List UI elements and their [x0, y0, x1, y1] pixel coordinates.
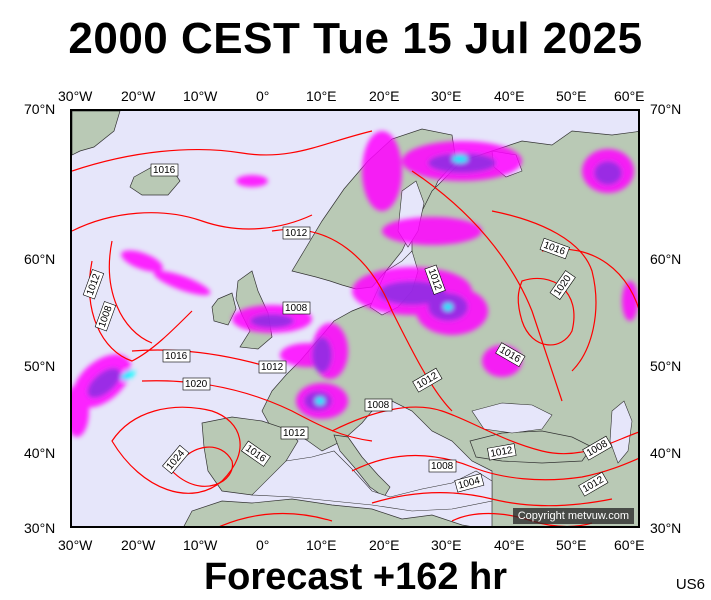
- north-africa-landmass: [183, 498, 471, 526]
- lon-label: 60°E: [614, 88, 645, 104]
- lat-label: 50°N: [650, 358, 682, 374]
- weather-map: 1016 1012 1008 1012 1016 1020 1024 1012 …: [72, 111, 638, 526]
- lon-label: 30°E: [431, 537, 462, 553]
- isobar-label: 1008: [431, 461, 454, 472]
- lon-label: 50°E: [556, 88, 587, 104]
- isobar-line: [111, 406, 241, 494]
- lon-label: 10°W: [183, 537, 218, 553]
- lat-label: 60°N: [24, 251, 56, 267]
- lat-label: 60°N: [650, 251, 682, 267]
- isobar-label: 1012: [261, 362, 284, 373]
- isobar-line: [141, 380, 373, 442]
- isobar-label: 1012: [283, 428, 306, 439]
- isobar-line: [219, 512, 333, 526]
- lat-label: 40°N: [24, 445, 56, 461]
- region-code: US6: [675, 576, 705, 593]
- mediterranean-sea: [251, 450, 493, 512]
- isobar-line: [171, 446, 234, 487]
- isobar-line: [411, 170, 563, 402]
- lon-label: 20°W: [121, 88, 156, 104]
- map-title: 2000 CEST Tue 15 Jul 2025: [68, 14, 643, 63]
- lat-label: 50°N: [24, 358, 56, 374]
- lon-label: 60°E: [614, 537, 645, 553]
- isobar-label: 1012: [490, 445, 514, 460]
- isobar-label: 1020: [185, 379, 208, 390]
- lon-label: 30°E: [431, 88, 462, 104]
- isobar-line: [371, 492, 613, 507]
- lon-label: 20°E: [369, 537, 400, 553]
- lat-label: 30°N: [24, 520, 56, 536]
- lon-label: 20°E: [369, 88, 400, 104]
- isobar-line: [491, 210, 597, 372]
- isobar-line: [88, 260, 193, 362]
- lat-label: 30°N: [650, 520, 682, 536]
- lon-label: 40°E: [494, 537, 525, 553]
- lon-label: 40°E: [494, 88, 525, 104]
- copyright-notice: Copyright metvuw.com: [512, 508, 634, 524]
- isobar-label: 1008: [367, 400, 390, 411]
- isobar-label: 1008: [285, 303, 308, 314]
- lon-label: 30°W: [58, 537, 93, 553]
- isobar-line: [72, 130, 373, 172]
- isobar-line: [108, 240, 153, 344]
- black-sea: [471, 402, 553, 434]
- lon-label: 10°W: [183, 88, 218, 104]
- lat-label: 70°N: [650, 101, 682, 117]
- lon-label: 0°: [256, 88, 270, 104]
- lon-label: 50°E: [556, 537, 587, 553]
- lon-label: 20°W: [121, 537, 156, 553]
- caspian-sea: [609, 400, 633, 464]
- greenland-landmass: [72, 111, 121, 156]
- precipitation: [72, 131, 638, 437]
- map-frame: 1016 1012 1008 1012 1016 1020 1024 1012 …: [70, 109, 640, 528]
- lat-label: 40°N: [650, 445, 682, 461]
- isobar-label: 1012: [285, 228, 308, 239]
- lon-label: 30°W: [58, 88, 93, 104]
- forecast-label: Forecast +162 hr: [203, 556, 508, 598]
- isobar-line: [351, 454, 638, 481]
- isobar-label: 1016: [165, 351, 188, 362]
- lon-label: 10°E: [306, 88, 337, 104]
- isobar-label: 1016: [153, 165, 176, 176]
- ireland-landmass: [211, 292, 237, 326]
- lat-label: 70°N: [24, 101, 56, 117]
- lon-label: 10°E: [306, 537, 337, 553]
- isobar-line: [72, 212, 313, 232]
- lon-label: 0°: [256, 537, 270, 553]
